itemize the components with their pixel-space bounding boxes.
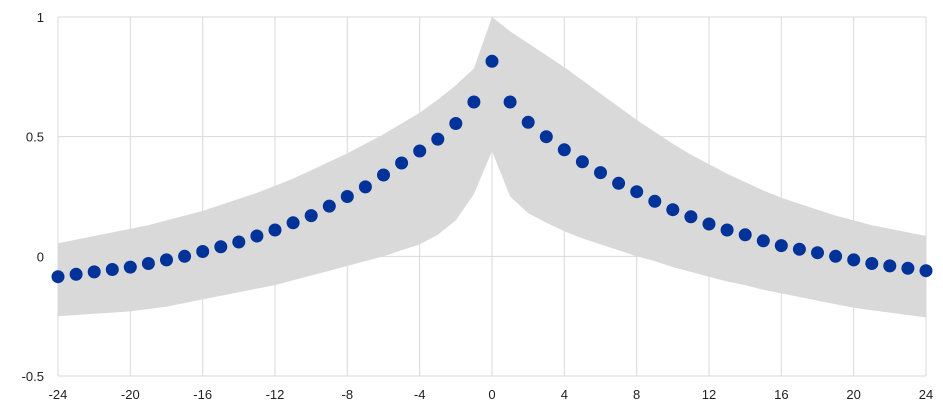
- data-point: [214, 240, 228, 254]
- x-tick-label: 0: [488, 387, 495, 402]
- x-tick-label: 16: [774, 387, 788, 402]
- data-point: [340, 190, 354, 203]
- data-point: [322, 199, 336, 213]
- x-tick-label: -24: [49, 387, 68, 402]
- x-tick-label: -12: [266, 387, 285, 402]
- data-point: [666, 203, 680, 217]
- data-points: [51, 54, 933, 284]
- x-tick-label: -8: [342, 387, 354, 402]
- data-point: [51, 270, 65, 284]
- data-point: [756, 234, 770, 248]
- data-point: [702, 217, 716, 231]
- x-tick-label: 12: [702, 387, 716, 402]
- data-point: [160, 253, 173, 267]
- data-point: [557, 143, 571, 157]
- data-point: [684, 210, 698, 224]
- data-point: [141, 257, 155, 270]
- data-point: [594, 166, 607, 180]
- x-tick-label: -4: [414, 387, 426, 402]
- data-point: [485, 54, 499, 68]
- data-point: [630, 185, 644, 199]
- data-point: [286, 216, 300, 230]
- data-point: [250, 229, 264, 243]
- data-point: [901, 261, 915, 275]
- x-tick-label: 8: [633, 387, 640, 402]
- data-point: [268, 223, 282, 237]
- data-point: [304, 209, 318, 223]
- data-point: [539, 130, 553, 144]
- data-point: [105, 263, 119, 276]
- confidence-band: [58, 17, 926, 318]
- y-tick-label: 1: [37, 10, 44, 25]
- band-area: [58, 17, 926, 318]
- data-point: [521, 115, 535, 129]
- data-point: [467, 95, 481, 109]
- data-point: [377, 168, 390, 182]
- x-tick-label: 4: [561, 387, 568, 402]
- x-axis-labels: -24 -20 -16 -12 -8 -4 0 4 8 12 16 20 24: [49, 387, 934, 402]
- data-point: [232, 235, 246, 249]
- data-point: [829, 249, 843, 263]
- data-point: [395, 156, 409, 170]
- y-axis-labels: -0.5 0 0.5 1: [22, 10, 44, 384]
- data-point: [69, 267, 83, 281]
- data-point: [449, 117, 463, 130]
- data-point: [648, 194, 662, 208]
- y-tick-label: 0: [37, 249, 44, 264]
- data-point: [123, 260, 137, 274]
- data-point: [431, 132, 445, 146]
- data-point: [865, 257, 879, 270]
- x-tick-label: -16: [193, 387, 212, 402]
- data-point: [178, 249, 192, 263]
- data-point: [811, 246, 824, 260]
- y-tick-label: 0.5: [26, 130, 44, 145]
- data-point: [774, 239, 788, 253]
- data-point: [196, 245, 210, 258]
- x-tick-label: 24: [919, 387, 933, 402]
- data-point: [612, 176, 626, 190]
- data-point: [738, 228, 752, 242]
- data-point: [792, 242, 806, 256]
- data-point: [720, 223, 734, 237]
- data-point: [503, 95, 517, 109]
- data-point: [575, 155, 589, 169]
- data-point: [87, 265, 101, 279]
- x-tick-label: 20: [846, 387, 860, 402]
- x-tick-label: -20: [121, 387, 140, 402]
- data-point: [883, 259, 897, 273]
- data-point: [358, 180, 372, 194]
- data-point: [413, 144, 427, 158]
- data-point: [919, 264, 933, 278]
- y-tick-label: -0.5: [22, 369, 44, 384]
- data-point: [847, 253, 861, 267]
